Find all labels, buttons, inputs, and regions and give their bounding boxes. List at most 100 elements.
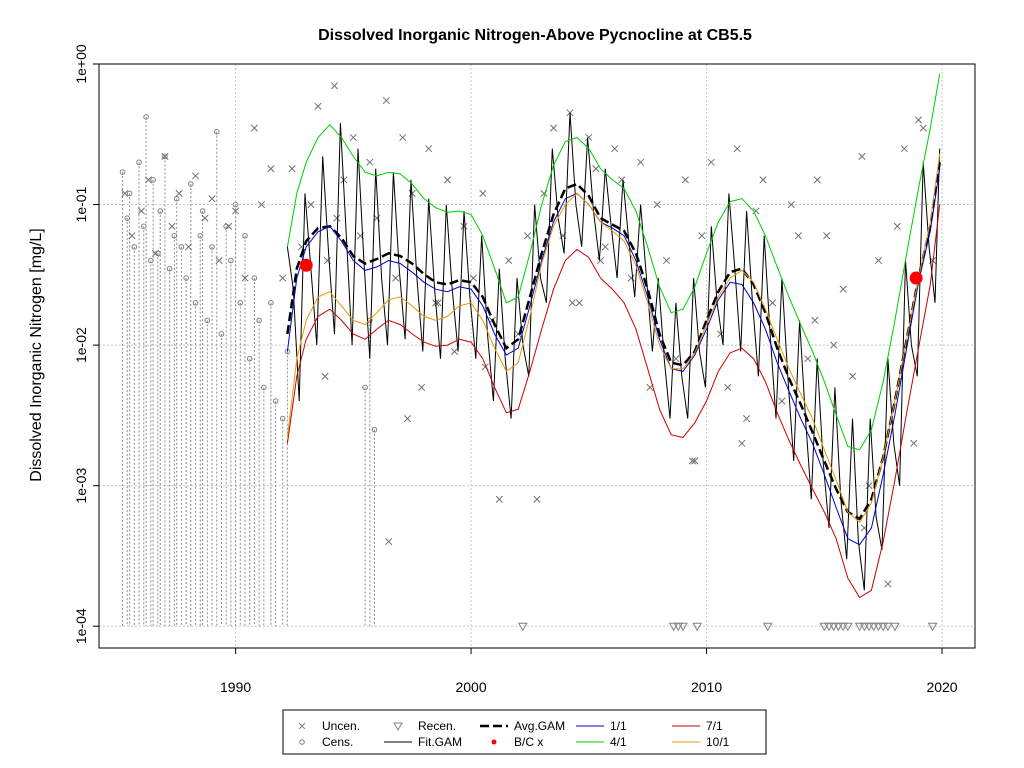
uncensored-point-stroke [575, 299, 583, 307]
censored-point [157, 208, 164, 214]
recensored-point [854, 622, 865, 632]
legend-label: Avg.GAM [514, 719, 565, 733]
censored-point [119, 169, 126, 175]
uncensored-point [874, 256, 883, 265]
uncensored-point-stroke [330, 82, 339, 90]
uncensored-point-stroke [267, 165, 275, 173]
uncensored-point-stroke [128, 232, 136, 240]
recensored-point [868, 622, 879, 632]
uncensored-point [900, 145, 908, 153]
legend-triangle-icon [393, 722, 403, 732]
uncensored-point-stroke [597, 256, 605, 265]
bc-points [299, 258, 923, 285]
uncensored-point-stroke [919, 124, 927, 132]
uncensored-point-stroke [681, 176, 689, 184]
bc-point [299, 258, 313, 272]
uncensored-point [597, 256, 605, 265]
recensored-point [927, 622, 938, 632]
uncensored-point [707, 158, 715, 166]
uncensored-point [568, 299, 576, 307]
uncensored-point [451, 347, 459, 356]
uncensored-point [592, 165, 600, 173]
uncensored-point [215, 256, 223, 265]
x-tick-label: 2010 [691, 679, 722, 695]
uncensored-point [330, 82, 339, 90]
uncensored-point-stroke [724, 383, 732, 391]
uncensored-point [893, 222, 901, 230]
uncensored-point [279, 274, 287, 282]
uncensored-point-stroke [627, 274, 635, 282]
uncensored-point [533, 495, 541, 503]
uncensored-point [575, 299, 583, 307]
uncensored-point [717, 330, 725, 338]
uncensored-point-stroke [425, 145, 433, 153]
y-tick-label: 1e-02 [73, 327, 89, 363]
uncensored-point-stroke [321, 372, 329, 380]
legend-label: Recen. [418, 719, 456, 733]
uncensored-point [161, 152, 169, 160]
uncensored-point-stroke [839, 285, 847, 293]
uncensored-point-stroke [224, 222, 233, 230]
uncensored-point-stroke [830, 341, 838, 349]
recensored-point [838, 622, 848, 632]
uncensored-point-stroke [865, 482, 873, 490]
uncensored-point-stroke [495, 495, 503, 503]
uncensored-point [698, 232, 706, 240]
censored-point [136, 159, 142, 166]
censored-point [228, 257, 234, 264]
censored-point [183, 275, 189, 281]
recensored-point [890, 622, 900, 632]
censored-point [237, 300, 244, 306]
uncensored-point [201, 214, 209, 222]
y-axis: 1e-04 1e-03 1e-02 1e-01 1e+00 [73, 44, 99, 644]
recensored-point [692, 622, 702, 632]
recensored-point [864, 622, 874, 632]
uncensored-point [382, 96, 390, 105]
uncensored-point-stroke [524, 232, 532, 240]
uncensored-point [385, 538, 393, 546]
uncensored-point [267, 165, 275, 173]
uncensored-point-stroke [794, 232, 802, 240]
uncensored-point [333, 214, 341, 222]
uncensored-point-stroke [121, 189, 129, 197]
uncensored-point [672, 355, 680, 363]
uncensored-point-stroke [910, 439, 918, 447]
uncensored-point-stroke [804, 355, 812, 363]
uncensored-point [804, 355, 812, 363]
censored-point [178, 244, 185, 250]
legend-item: Fit.GAM [384, 735, 462, 749]
uncensored-point-stroke [460, 222, 468, 230]
uncensored-point-stroke [201, 214, 209, 222]
series-lines [286, 73, 941, 599]
uncensored-point-stroke [451, 347, 459, 356]
uncensored-point-stroke [738, 439, 746, 447]
uncensored-point [144, 176, 153, 184]
uncensored-point-stroke [241, 274, 249, 282]
uncensored-point [479, 189, 487, 197]
series-line-7-1 [286, 204, 941, 599]
uncensored-point [688, 457, 696, 465]
recensored-point [824, 622, 834, 632]
uncensored-point-stroke [175, 189, 183, 197]
uncensored-point-stroke [611, 145, 619, 153]
censored-point [124, 215, 131, 221]
censored-point [209, 244, 215, 250]
uncensored-point [778, 397, 786, 405]
censored-point [362, 384, 368, 391]
uncensored-point-stroke [813, 176, 821, 184]
uncensored-point [314, 102, 322, 110]
y-tick-label: 1e+00 [73, 44, 89, 84]
uncensored-point [611, 145, 619, 153]
uncensored-point-stroke [168, 222, 176, 230]
censored-point [242, 232, 248, 239]
uncensored-point [366, 158, 374, 166]
uncensored-point-stroke [811, 316, 819, 324]
uncensored-point-stroke [618, 176, 626, 184]
recensored-point [859, 622, 870, 632]
uncensored-point [681, 176, 689, 184]
uncensored-point [794, 232, 802, 240]
uncensored-point [865, 482, 873, 490]
uncensored-point-stroke [161, 152, 169, 160]
uncensored-point-stroke [250, 124, 258, 132]
